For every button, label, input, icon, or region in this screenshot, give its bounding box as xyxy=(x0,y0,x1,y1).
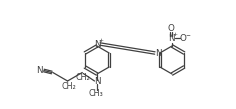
Text: N: N xyxy=(37,66,43,75)
Text: CH₂: CH₂ xyxy=(61,82,76,90)
Text: O: O xyxy=(180,33,186,43)
Text: +: + xyxy=(98,37,103,43)
Text: +: + xyxy=(173,32,177,37)
Text: N: N xyxy=(94,39,100,49)
Text: CH₃: CH₃ xyxy=(88,89,103,97)
Text: O: O xyxy=(168,24,174,32)
Text: N: N xyxy=(94,77,100,85)
Text: CH₂: CH₂ xyxy=(76,73,91,82)
Text: N: N xyxy=(155,49,161,58)
Text: −: − xyxy=(185,32,190,37)
Text: N: N xyxy=(168,33,174,43)
